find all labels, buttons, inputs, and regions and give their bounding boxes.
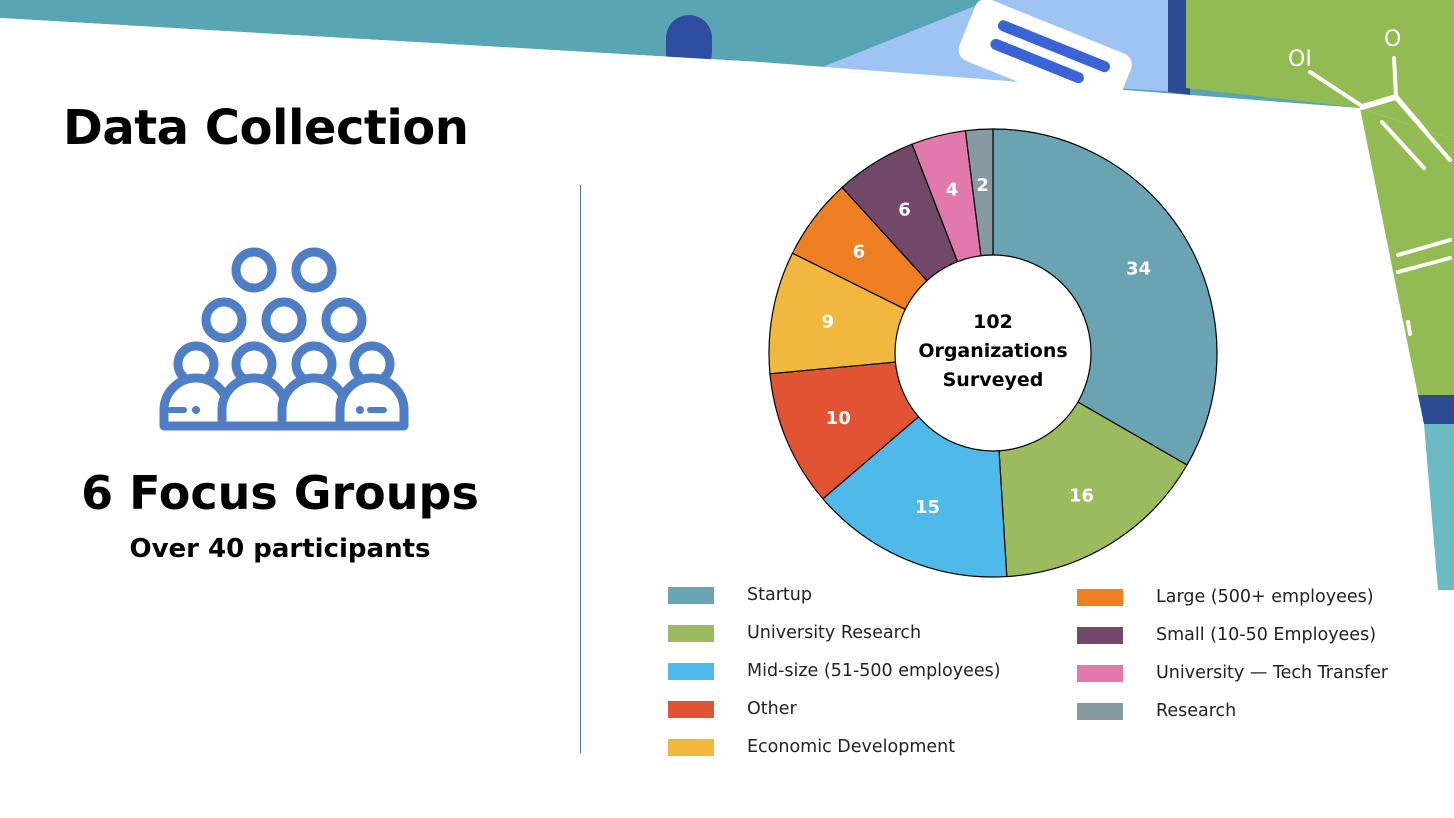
data-label-other: 10 [826, 408, 851, 429]
legend-item-research: Research [1077, 699, 1236, 723]
participants-subheading: Over 40 participants [129, 534, 431, 564]
legend-swatch [1077, 588, 1123, 606]
focus-groups-heading: 6 Focus Groups [81, 466, 479, 520]
group-people-icon [159, 247, 409, 431]
data-label-university-research: 16 [1069, 485, 1094, 506]
donut-hole [894, 254, 1092, 452]
data-label-university-tech-transfer: 4 [946, 180, 959, 201]
legend-item-other: Other [668, 697, 797, 721]
legend-item-university-tech-transfer: University — Tech Transfer [1077, 661, 1388, 685]
legend-swatch [668, 662, 714, 680]
donut-center-label: 102 Organizations Surveyed [893, 308, 1093, 395]
slide-title: Data Collection [63, 100, 469, 156]
svg-text:O: O [1384, 27, 1401, 52]
data-label-startup: 34 [1126, 259, 1151, 280]
legend-label: Economic Development [747, 737, 956, 757]
legend-label: Research [1156, 701, 1237, 721]
center-count: 102 [973, 311, 1013, 333]
legend-item-startup: Startup [668, 583, 812, 607]
legend-item-large-500-employees: Large (500+ employees) [1077, 585, 1374, 609]
legend-item-mid-size-51-500-employees: Mid-size (51-500 employees) [668, 659, 1001, 683]
svg-text:OI: OI [1288, 47, 1312, 72]
data-label-economic-development: 9 [822, 312, 835, 333]
legend-label: Other [747, 699, 797, 719]
legend-label: University — Tech Transfer [1156, 663, 1389, 683]
legend-label: Large (500+ employees) [1156, 587, 1374, 607]
legend-label: Small (10-50 Employees) [1156, 625, 1377, 645]
donut-chart: 34 16 15 10 9 6 6 4 2 [768, 128, 1218, 578]
center-line-2: Organizations [918, 340, 1068, 362]
legend-label: Startup [747, 585, 812, 605]
center-line-3: Surveyed [942, 369, 1044, 391]
data-label-mid-size-51-500-employees: 15 [915, 497, 940, 518]
legend-label: Mid-size (51-500 employees) [747, 661, 1001, 681]
data-label-large-500-employees: 6 [853, 241, 866, 262]
legend-swatch [1077, 626, 1123, 644]
legend-swatch [1077, 664, 1123, 682]
legend-item-university-research: University Research [668, 621, 921, 645]
section-divider [580, 185, 581, 753]
legend-swatch [1077, 702, 1123, 720]
legend-swatch [668, 624, 714, 642]
legend-swatch [668, 586, 714, 604]
legend-item-small-10-50-employees: Small (10-50 Employees) [1077, 623, 1376, 647]
legend-swatch [668, 700, 714, 718]
legend-item-economic-development: Economic Development [668, 735, 955, 759]
data-label-small-10-50-employees: 6 [898, 200, 911, 221]
legend-label: University Research [747, 623, 922, 643]
data-label-research: 2 [976, 175, 989, 196]
legend-swatch [668, 738, 714, 756]
